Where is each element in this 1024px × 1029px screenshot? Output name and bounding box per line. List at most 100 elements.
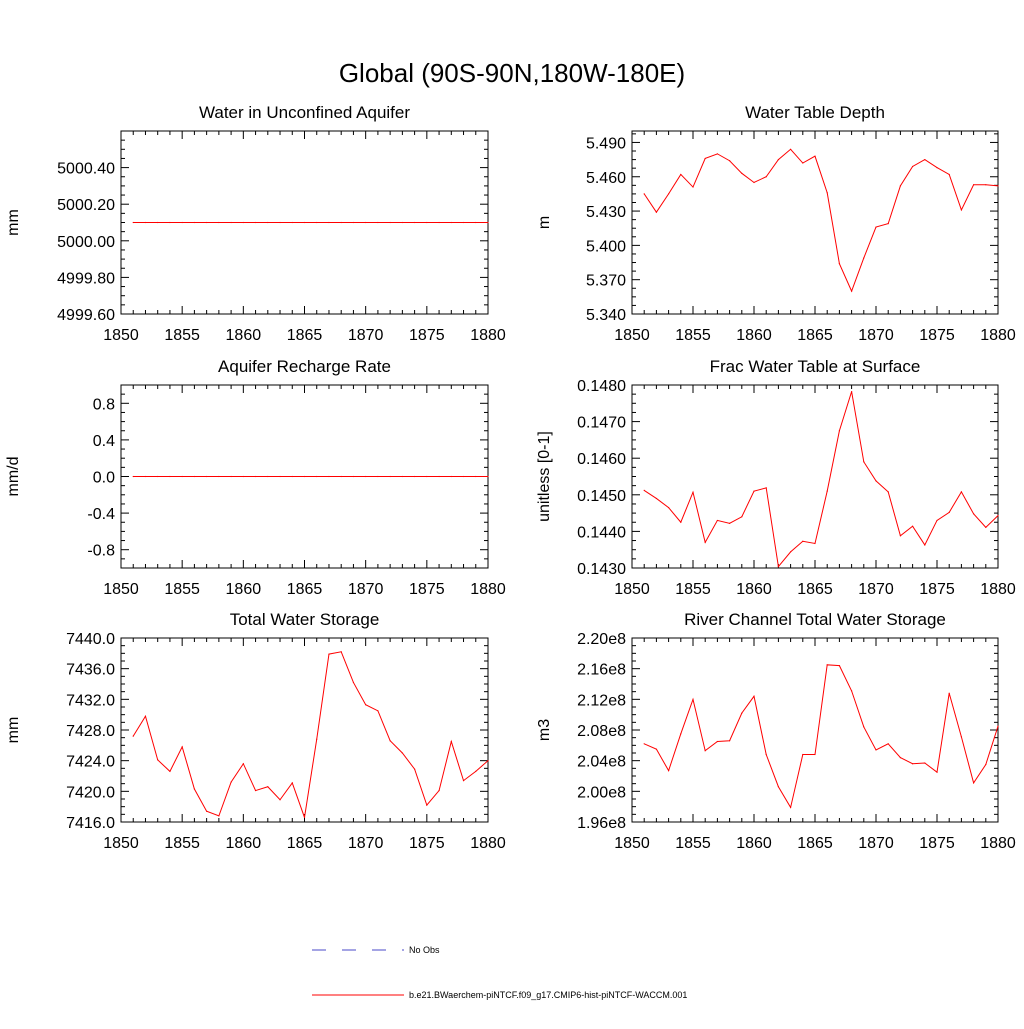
y-tick-label: 5.370 [586,273,626,290]
data-point [487,221,489,224]
data-point [802,162,804,164]
panel-title: Aquifer Recharge Rate [218,357,391,376]
y-tick-label: 7432.0 [66,692,115,709]
data-point [985,763,987,766]
data-point [206,475,208,478]
data-point [279,221,281,224]
data-point [206,221,208,224]
data-point [401,475,403,478]
data-point [790,551,792,553]
y-tick-label: 0.8 [93,396,115,413]
data-point [948,173,950,176]
data-point [887,743,889,745]
data-point [291,475,293,478]
data-point [169,770,171,773]
data-point [753,181,755,184]
data-point [655,211,658,213]
data-point [643,489,645,492]
y-axis-label: mm [5,209,22,236]
data-point [948,692,950,694]
data-point [462,221,465,224]
panel-title: Total Water Storage [230,610,380,629]
data-point [838,263,841,265]
x-tick-label: 1865 [797,835,833,852]
data-point [790,806,792,809]
data-point [352,681,355,684]
data-point [242,221,244,224]
data-point [132,221,134,224]
y-tick-label: 7440.0 [66,631,115,648]
y-axis-label: m3 [536,719,553,741]
data-point [377,475,379,478]
data-point [741,712,743,714]
data-point [912,763,914,765]
y-tick-label: 5.490 [586,135,626,152]
x-tick-label: 1880 [470,835,506,852]
data-point [777,786,780,788]
data-point [475,221,477,224]
data-point [316,738,318,740]
data-point [328,221,330,224]
data-point [765,487,767,489]
data-point [765,753,767,756]
y-tick-label: 2.20e8 [577,631,626,648]
data-point [680,733,682,735]
data-point [960,491,963,493]
data-point [790,148,792,150]
data-point [973,513,975,515]
data-point [230,221,232,224]
data-point [132,475,134,478]
x-tick-label: 1860 [226,581,262,598]
data-point [863,726,865,728]
data-point [340,651,342,653]
data-point [704,157,706,160]
x-tick-label: 1875 [409,581,445,598]
x-tick-label: 1855 [164,835,200,852]
data-point [704,541,706,543]
data-point [316,475,318,478]
data-point [936,771,938,773]
x-tick-label: 1880 [470,581,506,598]
plot-frame [120,637,489,823]
data-point [267,221,269,224]
x-tick-label: 1850 [614,581,650,598]
y-tick-label: 0.1470 [577,415,626,432]
data-point [279,475,281,478]
y-tick-label: 5000.40 [57,161,115,178]
data-point [729,740,731,742]
panel-6: River Channel Total Water Storage 1850 185… [536,610,1016,852]
data-point [193,788,195,790]
x-tick-label: 1850 [103,327,139,344]
series-line [643,391,999,568]
x-tick-label: 1865 [287,835,323,852]
y-tick-label: 5.400 [586,238,626,255]
x-tick-label: 1850 [103,581,139,598]
data-point [716,153,719,155]
data-point [692,491,694,493]
x-tick-label: 1860 [226,327,262,344]
x-tick-label: 1865 [797,327,833,344]
data-point [340,221,342,224]
data-point [487,475,489,478]
data-point [340,475,342,478]
data-point [997,185,999,187]
data-point [851,390,853,393]
data-point [887,491,889,493]
y-tick-label: 0.4 [93,433,115,450]
y-tick-label: 5.340 [586,307,626,324]
data-point [438,221,440,224]
data-point [218,221,220,224]
y-tick-label: 4999.60 [57,307,115,324]
y-tick-label: 0.1450 [577,488,626,505]
x-tick-label: 1860 [736,327,772,344]
data-point [875,480,877,482]
data-point [729,160,731,162]
data-point [279,799,281,801]
y-tick-label: -0.8 [87,543,115,560]
data-point [401,752,403,754]
x-tick-label: 1855 [675,581,711,598]
legend-label-no-obs: No Obs [409,945,440,955]
data-point [426,221,428,224]
y-tick-label: 2.16e8 [577,662,626,679]
x-tick-label: 1850 [614,835,650,852]
